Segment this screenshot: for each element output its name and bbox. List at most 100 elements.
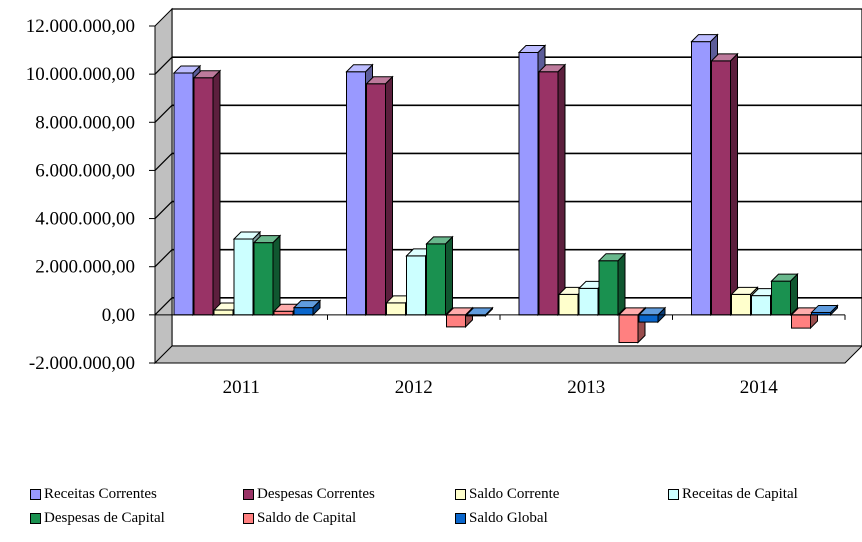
y-tick-label: 8.000.000,00 xyxy=(35,112,135,133)
y-tick-label: 4.000.000,00 xyxy=(35,209,135,230)
bar-side xyxy=(445,235,453,317)
legend-swatch xyxy=(30,513,41,524)
y-tick-label: 6.000.000,00 xyxy=(35,160,135,181)
bar xyxy=(292,299,322,317)
legend-label: Receitas de Capital xyxy=(682,486,798,502)
legend-item: Despesas Correntes xyxy=(243,486,375,503)
bar xyxy=(192,69,222,317)
bar-front xyxy=(273,310,294,316)
bar-front xyxy=(253,242,274,316)
x-tick-label: 2012 xyxy=(395,377,433,398)
bar xyxy=(597,252,627,317)
bar-top xyxy=(810,304,839,313)
bar-top xyxy=(192,70,222,79)
plot-side-wall xyxy=(154,7,173,365)
bar-side xyxy=(212,69,221,317)
bar-front xyxy=(791,314,811,329)
gridline-side xyxy=(154,297,173,316)
x-tick-label: 2014 xyxy=(740,377,779,398)
legend: Receitas Correntes Despesas Correntes Sald… xyxy=(0,482,862,542)
bar-front xyxy=(578,287,599,316)
bar-front xyxy=(386,302,406,316)
legend-swatch xyxy=(455,513,466,524)
bar-front xyxy=(538,71,559,316)
bar xyxy=(637,306,667,324)
bar-front xyxy=(771,280,791,316)
bar-top xyxy=(172,65,202,74)
bar xyxy=(425,235,454,317)
bar-top xyxy=(597,253,627,262)
bar-side xyxy=(730,52,738,317)
legend-item: Saldo Corrente xyxy=(455,486,559,503)
bar-top xyxy=(710,53,739,62)
legend-swatch xyxy=(30,489,41,500)
bar-top xyxy=(232,231,262,240)
bar-side xyxy=(617,252,626,317)
bar-front xyxy=(558,293,579,316)
bar-top xyxy=(770,273,799,282)
bar-top xyxy=(252,235,282,244)
legend-item: Receitas Correntes xyxy=(30,486,157,503)
legend-item: Saldo de Capital xyxy=(243,510,356,527)
bar-front xyxy=(446,314,466,328)
bar-top xyxy=(425,236,454,245)
bar xyxy=(252,234,282,317)
y-tick-label: 10.000.000,00 xyxy=(26,64,135,85)
bar-side xyxy=(272,234,281,317)
legend-label: Saldo Global xyxy=(469,510,548,526)
bar-side xyxy=(385,75,393,317)
bar-front xyxy=(731,293,751,316)
bar-front xyxy=(691,41,711,316)
bar-front xyxy=(711,60,731,316)
gridline-side xyxy=(154,201,173,219)
gridline-side xyxy=(154,249,173,268)
legend-label: Despesas Correntes xyxy=(257,486,375,502)
legend-label: Receitas Correntes xyxy=(44,486,157,502)
bar-front xyxy=(193,77,214,316)
bar xyxy=(770,272,799,317)
chart: -2.000.000,00 0,00 2.000.000,00 4.000.000,0… xyxy=(26,7,862,398)
bar-top xyxy=(517,44,547,53)
bar-side xyxy=(557,63,566,317)
gridline-side xyxy=(154,56,173,75)
bar-top xyxy=(365,76,394,85)
y-tick-label: -2.000.000,00 xyxy=(29,353,135,374)
legend-item: Receitas de Capital xyxy=(668,486,798,503)
bar xyxy=(710,52,739,317)
bar xyxy=(445,306,474,329)
gridline-side xyxy=(154,153,173,171)
legend-swatch xyxy=(455,489,466,500)
gridline-side xyxy=(154,104,173,123)
bar-front xyxy=(426,243,446,316)
bar-top xyxy=(292,300,322,309)
bar-front xyxy=(618,314,639,344)
y-tick-label: 0,00 xyxy=(102,305,135,326)
bar xyxy=(537,63,567,317)
plot-floor xyxy=(153,345,862,364)
bar-front xyxy=(751,295,771,316)
bar-front xyxy=(598,260,619,316)
x-tick-label: 2011 xyxy=(223,377,260,398)
legend-item: Saldo Global xyxy=(455,510,548,527)
bar-top xyxy=(730,286,759,295)
y-tick-label: 12.000.000,00 xyxy=(26,16,135,37)
bar-front xyxy=(233,238,254,316)
legend-label: Saldo de Capital xyxy=(257,510,357,526)
bar-front xyxy=(406,255,426,316)
bar-front xyxy=(638,314,659,323)
legend-label: Saldo Corrente xyxy=(469,486,560,502)
bar-top xyxy=(690,34,719,43)
bar-front xyxy=(346,71,366,316)
bar-front xyxy=(293,307,314,316)
legend-swatch xyxy=(243,513,254,524)
bar-top xyxy=(537,64,567,73)
legend-item: Despesas de Capital xyxy=(30,510,165,527)
bar-front xyxy=(518,51,539,316)
bar-front xyxy=(213,309,234,316)
bar-front xyxy=(173,72,194,316)
legend-swatch xyxy=(243,489,254,500)
bar xyxy=(365,75,394,317)
x-tick-label: 2013 xyxy=(567,377,605,398)
y-tick-label: 2.000.000,00 xyxy=(35,257,135,278)
legend-label: Despesas de Capital xyxy=(44,510,165,526)
